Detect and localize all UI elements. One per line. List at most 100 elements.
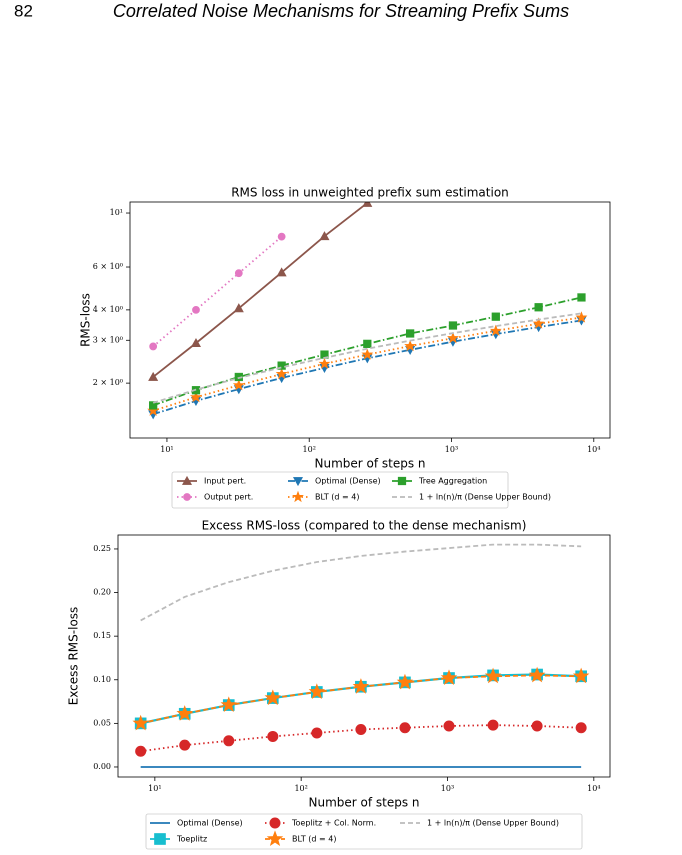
marker <box>149 342 158 351</box>
legend-label: Toeplitz + Col. Norm. <box>291 819 376 828</box>
legend-label: Input pert. <box>204 477 246 486</box>
marker <box>276 267 287 277</box>
plot-area <box>132 543 590 768</box>
marker <box>233 303 244 313</box>
marker <box>404 339 417 352</box>
marker <box>352 678 370 694</box>
x-tick-label: 10¹ <box>160 445 173 454</box>
marker <box>491 312 500 321</box>
marker <box>575 311 588 323</box>
marker <box>447 331 459 344</box>
marker <box>532 317 545 329</box>
marker <box>528 666 546 683</box>
plot-frame <box>117 534 611 778</box>
page-number: 82 <box>14 1 33 20</box>
marker <box>487 719 499 731</box>
marker <box>277 232 286 241</box>
marker <box>232 378 245 391</box>
y-tick-label: 0.25 <box>93 544 111 553</box>
marker <box>448 321 458 330</box>
marker <box>132 714 149 731</box>
chart-title: RMS loss in unweighted prefix sum estima… <box>231 186 509 200</box>
marker <box>318 357 331 369</box>
legend-label: Optimal (Dense) <box>315 477 381 486</box>
legend-marker <box>292 490 304 503</box>
y-tick-label: 0.00 <box>93 762 111 771</box>
x-tick-label: 10² <box>303 445 316 454</box>
legend-marker <box>269 817 281 829</box>
y-tick-label: 3 × 10⁰ <box>93 335 123 344</box>
legend-label: BLT (d = 4) <box>315 493 359 502</box>
x-tick-label: 10¹ <box>148 784 161 793</box>
marker <box>406 329 415 338</box>
marker <box>484 667 502 684</box>
series-line <box>152 235 283 348</box>
marker <box>223 735 235 747</box>
series-line <box>152 312 582 404</box>
chart-title: Excess RMS-loss (compared to the dense m… <box>202 519 527 533</box>
legend-label: Toeplitz <box>176 835 207 844</box>
y-tick-label: 2 × 10⁰ <box>93 378 123 387</box>
marker <box>363 339 372 348</box>
marker <box>179 739 191 751</box>
legend-label: Output pert. <box>204 493 253 502</box>
marker <box>277 361 286 370</box>
plot-frame <box>129 201 611 439</box>
marker <box>234 372 243 382</box>
running-title: Correlated Noise Mechanisms for Streamin… <box>113 1 569 21</box>
marker <box>308 683 326 699</box>
y-tick-label: 0.20 <box>93 588 111 597</box>
marker <box>220 696 238 713</box>
y-tick-label: 6 × 10⁰ <box>93 262 123 271</box>
marker <box>396 673 414 690</box>
y-tick-label: 10¹ <box>110 208 123 217</box>
marker <box>135 745 147 757</box>
x-tick-label: 10⁴ <box>587 784 600 793</box>
marker <box>577 293 586 302</box>
legend-marker <box>154 833 166 845</box>
x-tick-label: 10³ <box>441 784 454 793</box>
marker <box>362 202 373 207</box>
marker <box>319 231 330 241</box>
legend-marker <box>397 476 407 486</box>
x-tick-label: 10³ <box>445 445 458 454</box>
x-axis-label: Number of steps n <box>314 457 425 471</box>
legend-box <box>145 813 583 850</box>
legend-label: 1 + ln(n)/π (Dense Upper Bound) <box>427 819 559 828</box>
legend-marker <box>266 830 284 847</box>
marker <box>443 720 455 732</box>
marker <box>489 324 502 336</box>
legend-label: Tree Aggregation <box>418 477 487 486</box>
legend-label: 1 + ln(n)/π (Dense Upper Bound) <box>419 493 551 502</box>
x-tick-label: 10² <box>294 784 307 793</box>
marker <box>176 705 193 721</box>
legend-label: Optimal (Dense) <box>177 819 243 828</box>
plot-area <box>147 202 588 420</box>
y-axis-label: Excess RMS-loss <box>67 607 81 706</box>
y-axis-label: RMS-loss <box>79 293 93 347</box>
marker <box>192 305 200 314</box>
legend-label: BLT (d = 4) <box>292 835 336 844</box>
marker <box>264 689 282 706</box>
marker <box>190 338 201 348</box>
series-line <box>140 543 582 622</box>
marker <box>534 303 543 312</box>
marker <box>399 722 411 734</box>
marker <box>311 727 323 739</box>
marker <box>440 669 458 686</box>
series-line <box>152 202 368 378</box>
marker <box>149 401 158 410</box>
marker <box>575 722 587 734</box>
y-tick-label: 0.05 <box>93 718 111 727</box>
series-line <box>152 319 582 416</box>
marker <box>275 367 288 380</box>
legend-box <box>171 471 509 509</box>
y-tick-label: 0.10 <box>93 675 111 684</box>
series-line <box>152 316 582 412</box>
marker <box>531 720 543 732</box>
marker <box>234 269 243 278</box>
marker <box>361 348 374 360</box>
series-line <box>140 674 582 725</box>
